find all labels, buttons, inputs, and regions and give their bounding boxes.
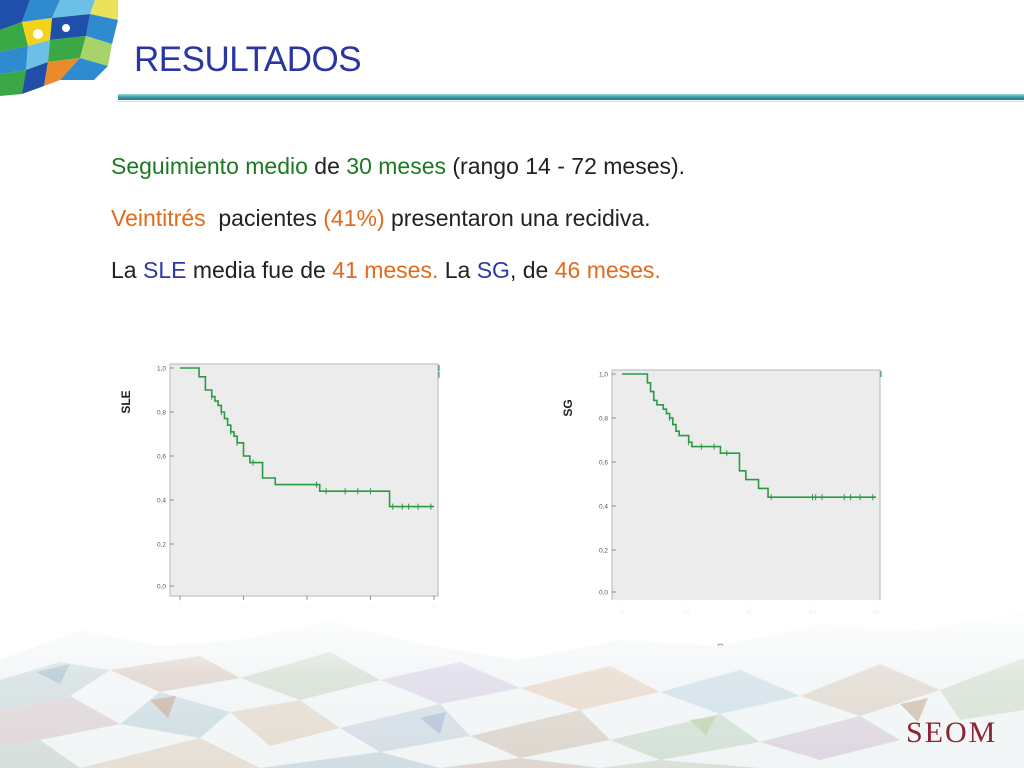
survival-curve	[622, 373, 876, 498]
result-line-recurrence: Veintitrés pacientes (41%) presentaron u…	[111, 202, 685, 254]
y-tick-label: 0,8	[599, 416, 608, 423]
result-line-survival: La SLE media fue de 41 meses. La SG, de …	[111, 254, 685, 306]
text-segment: de	[307, 153, 347, 179]
y-tick-label: 0,8	[157, 410, 166, 417]
sle-kaplan-meier-chart: 0,00,20,40,60,81,0020406080SLESeguimient…	[119, 363, 440, 649]
text-segment: Veintitrés	[111, 205, 206, 231]
text-segment: Seguimiento medio	[111, 153, 308, 179]
text-segment: SLE	[142, 257, 187, 283]
text-segment: pacientes	[205, 205, 324, 231]
seom-brand-logo: SEOM	[906, 716, 998, 749]
y-tick-label: 0,4	[599, 504, 608, 511]
results-text-block: Seguimiento medio de 30 meses (rango 14 …	[111, 150, 685, 306]
text-segment: SG	[476, 257, 510, 283]
y-tick-label: 1,0	[157, 366, 166, 373]
y-tick-label: 0,2	[157, 542, 166, 549]
text-segment: 41 meses.	[332, 257, 439, 283]
plot-area	[169, 363, 439, 597]
text-segment: 46 meses.	[554, 257, 661, 283]
text-segment: La	[438, 257, 477, 283]
y-tick-label: 0,0	[157, 584, 166, 591]
plot-area	[611, 369, 881, 603]
y-axis-label: SLE	[119, 390, 133, 413]
text-segment: La	[111, 257, 143, 283]
bottom-mosaic-decoration	[0, 600, 1024, 768]
corner-mosaic-decoration	[0, 0, 118, 96]
slide-title: RESULTADOS	[134, 40, 362, 79]
y-tick-label: 0,0	[599, 590, 608, 597]
y-tick-label: 0,6	[157, 454, 166, 461]
survival-curve	[180, 367, 434, 508]
y-tick-label: 0,2	[599, 548, 608, 555]
text-segment: 30 meses	[346, 153, 446, 179]
title-divider-shadow	[118, 101, 1024, 102]
text-segment: , de	[509, 257, 555, 283]
y-tick-label: 1,0	[599, 372, 608, 379]
title-divider	[118, 94, 1024, 100]
text-segment: (41%)	[323, 205, 385, 231]
y-tick-label: 0,4	[157, 498, 166, 505]
y-axis-label: SG	[561, 399, 575, 416]
text-segment: presentaron una recidiva.	[384, 205, 651, 231]
result-line-follow-up: Seguimiento medio de 30 meses (rango 14 …	[111, 150, 685, 202]
text-segment: media fue de	[186, 257, 333, 283]
y-tick-label: 0,6	[599, 460, 608, 467]
text-segment: (rango 14 - 72 meses).	[446, 153, 686, 179]
